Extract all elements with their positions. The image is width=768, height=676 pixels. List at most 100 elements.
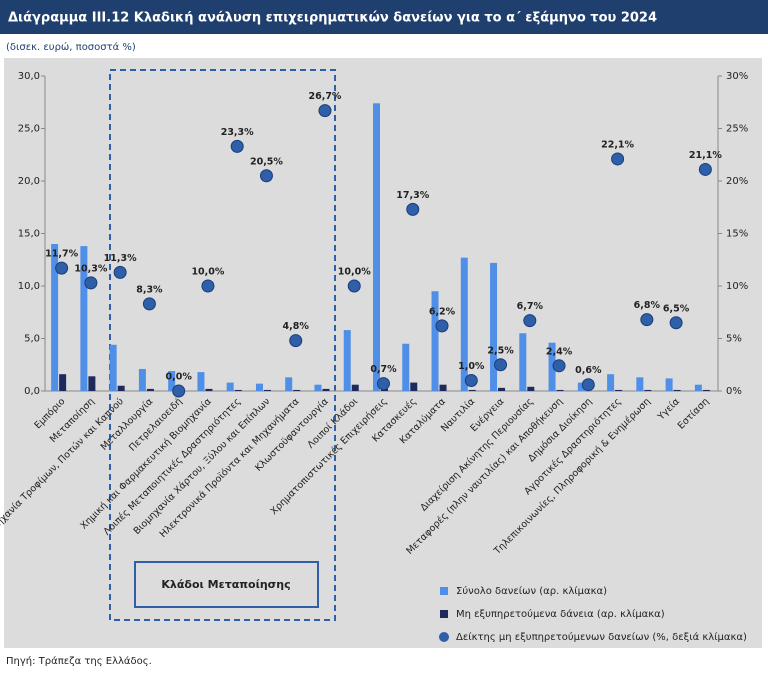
bar — [548, 342, 556, 391]
legend-marker — [440, 587, 448, 595]
bar — [351, 384, 359, 391]
bar — [519, 333, 527, 391]
bar — [117, 385, 125, 391]
point — [289, 334, 303, 348]
y2-tick-label: 5% — [726, 334, 742, 345]
bar — [460, 257, 468, 391]
y-tick-label: 20,0 — [18, 176, 40, 187]
bar — [51, 244, 59, 391]
point — [84, 276, 98, 290]
bar — [636, 377, 644, 391]
bar — [498, 387, 506, 391]
value-label: 6,5% — [663, 303, 690, 314]
point — [552, 359, 566, 373]
y-tick-label: 15,0 — [18, 229, 40, 240]
bar — [373, 103, 380, 392]
legend-marker — [439, 632, 449, 642]
y2-tick-label: 25% — [726, 124, 748, 135]
value-label: 26,7% — [308, 91, 341, 102]
point — [581, 378, 595, 392]
y2-tick-label: 20% — [726, 176, 748, 187]
bar — [468, 389, 476, 391]
bar — [556, 389, 564, 391]
bar — [615, 389, 623, 391]
point — [698, 162, 712, 176]
value-label: 2,4% — [546, 346, 573, 357]
value-label: 2,5% — [487, 345, 514, 356]
y-tick-label: 10,0 — [18, 281, 40, 292]
y-tick-label: 5,0 — [24, 334, 40, 345]
value-label: 6,7% — [517, 301, 544, 312]
bar — [205, 388, 213, 391]
plot-background — [4, 58, 762, 648]
value-label: 0,0% — [165, 372, 192, 383]
bar — [59, 374, 67, 391]
bar — [234, 389, 242, 391]
bar — [109, 344, 117, 391]
bar — [702, 389, 710, 391]
point — [113, 265, 127, 279]
point — [55, 261, 69, 275]
point — [259, 169, 273, 183]
value-label: 8,3% — [136, 284, 163, 295]
bar — [322, 388, 330, 391]
bar — [138, 368, 146, 391]
subtitle: (δισεκ. ευρώ, ποσοστά %) — [6, 41, 136, 53]
value-label: 11,3% — [104, 253, 137, 264]
bar — [226, 382, 234, 391]
bar — [197, 372, 205, 391]
legend-label: Δείκτης μη εξυπηρετούμενων δανείων (%, δ… — [456, 631, 747, 643]
value-label: 17,3% — [396, 190, 429, 201]
bar — [146, 388, 154, 391]
bar — [439, 384, 447, 391]
y2-tick-label: 30% — [726, 71, 748, 82]
chart-title: Διάγραμμα ΙΙΙ.12 Κλαδική ανάλυση επιχειρ… — [8, 11, 657, 26]
y-tick-label: 25,0 — [18, 124, 40, 135]
point — [377, 377, 390, 391]
bar — [314, 384, 322, 391]
point — [523, 314, 537, 328]
bar — [673, 389, 681, 391]
value-label: 1,0% — [458, 361, 485, 372]
bar — [285, 377, 293, 391]
point — [347, 279, 361, 293]
bar — [343, 330, 351, 391]
point — [406, 202, 420, 216]
value-label: 6,2% — [429, 306, 456, 317]
y2-tick-label: 0% — [726, 386, 742, 397]
point — [318, 104, 332, 118]
point — [494, 358, 508, 372]
bar — [255, 383, 263, 391]
value-label: 0,6% — [575, 365, 602, 376]
y2-tick-label: 10% — [726, 281, 748, 292]
legend-label: Σύνολο δανείων (αρ. κλίμακα) — [456, 585, 607, 597]
point — [611, 152, 625, 166]
bar — [665, 378, 673, 391]
value-label: 6,8% — [634, 300, 661, 311]
bar — [88, 376, 96, 391]
legend-marker — [440, 610, 448, 618]
bar — [527, 386, 535, 391]
value-label: 22,1% — [601, 139, 634, 150]
value-label: 0,7% — [370, 364, 397, 375]
point — [142, 297, 156, 311]
y2-tick-label: 15% — [726, 229, 748, 240]
point — [201, 279, 215, 293]
bar — [607, 374, 615, 391]
legend-label: Μη εξυπηρετούμενα δάνεια (αρ. κλίμακα) — [456, 608, 665, 620]
value-label: 21,1% — [689, 150, 722, 161]
bar — [263, 389, 271, 391]
point — [435, 319, 449, 333]
annotation-box — [134, 561, 319, 608]
value-label: 10,0% — [338, 267, 371, 278]
point — [640, 313, 654, 327]
bar — [293, 389, 301, 391]
value-label: 10,0% — [191, 267, 224, 278]
value-label: 10,3% — [74, 263, 107, 274]
source: Πηγή: Τράπεζα της Ελλάδος. — [6, 655, 152, 667]
bar — [431, 291, 439, 391]
bar — [410, 382, 418, 391]
point — [669, 316, 683, 330]
point — [172, 384, 186, 398]
